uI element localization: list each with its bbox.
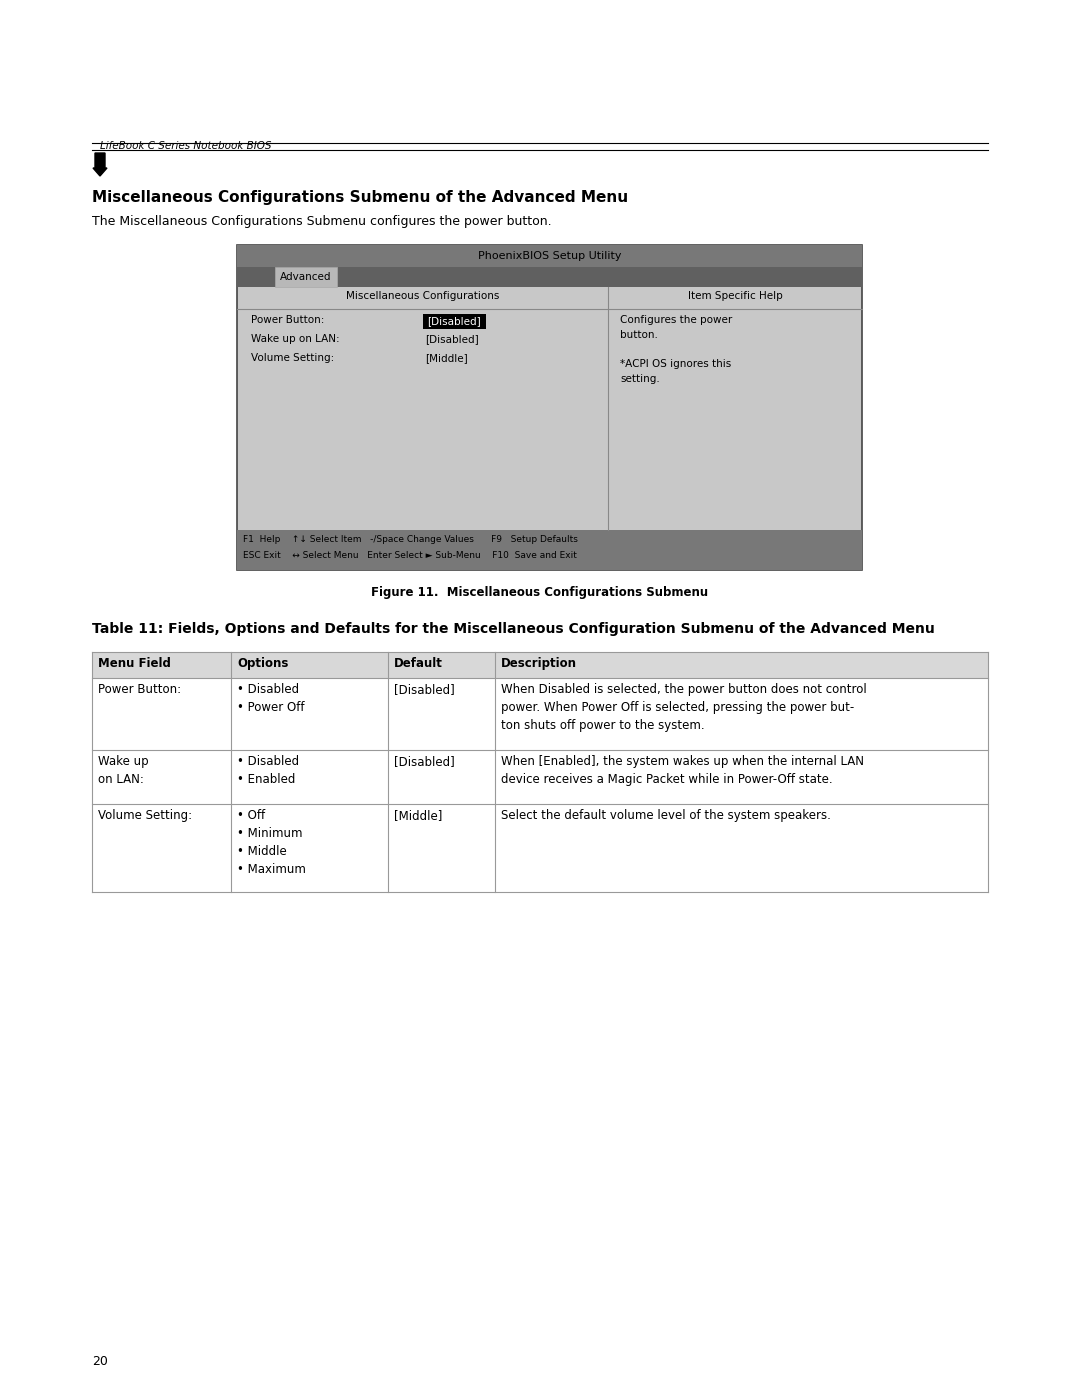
- Text: [Disabled]: [Disabled]: [394, 754, 455, 768]
- Text: Miscellaneous Configurations Submenu of the Advanced Menu: Miscellaneous Configurations Submenu of …: [92, 190, 629, 205]
- Text: Power Button:: Power Button:: [98, 683, 181, 696]
- FancyBboxPatch shape: [275, 267, 337, 286]
- FancyBboxPatch shape: [92, 805, 988, 893]
- Text: • Disabled
• Power Off: • Disabled • Power Off: [237, 683, 305, 714]
- Text: F1  Help    ↑↓ Select Item   -/Space Change Values      F9   Setup Defaults: F1 Help ↑↓ Select Item -/Space Change Va…: [243, 535, 578, 543]
- Text: Menu Field: Menu Field: [98, 657, 171, 671]
- Text: Wake up
on LAN:: Wake up on LAN:: [98, 754, 149, 787]
- Text: When Disabled is selected, the power button does not control
power. When Power O: When Disabled is selected, the power but…: [501, 683, 867, 732]
- Text: Description: Description: [501, 657, 577, 671]
- FancyBboxPatch shape: [423, 314, 486, 330]
- Text: [Disabled]: [Disabled]: [428, 317, 482, 327]
- Text: Miscellaneous Configurations: Miscellaneous Configurations: [346, 291, 499, 300]
- Text: Figure 11.  Miscellaneous Configurations Submenu: Figure 11. Miscellaneous Configurations …: [372, 585, 708, 599]
- Text: ESC Exit    ↔ Select Menu   Enter Select ► Sub-Menu    F10  Save and Exit: ESC Exit ↔ Select Menu Enter Select ► Su…: [243, 550, 577, 560]
- Text: Advanced: Advanced: [280, 272, 332, 282]
- Text: • Off
• Minimum
• Middle
• Maximum: • Off • Minimum • Middle • Maximum: [237, 809, 306, 876]
- Text: Volume Setting:: Volume Setting:: [251, 353, 334, 363]
- Text: [Middle]: [Middle]: [426, 353, 468, 363]
- Text: PhoenixBIOS Setup Utility: PhoenixBIOS Setup Utility: [477, 251, 621, 261]
- FancyBboxPatch shape: [237, 244, 862, 570]
- Text: [Middle]: [Middle]: [394, 809, 442, 821]
- Text: 20: 20: [92, 1355, 108, 1368]
- FancyBboxPatch shape: [237, 244, 862, 267]
- Text: The Miscellaneous Configurations Submenu configures the power button.: The Miscellaneous Configurations Submenu…: [92, 215, 552, 228]
- Text: Configures the power
button.

*ACPI OS ignores this
setting.: Configures the power button. *ACPI OS ig…: [620, 314, 732, 384]
- Text: • Disabled
• Enabled: • Disabled • Enabled: [237, 754, 299, 787]
- Text: When [Enabled], the system wakes up when the internal LAN
device receives a Magi: When [Enabled], the system wakes up when…: [501, 754, 864, 787]
- FancyBboxPatch shape: [92, 652, 988, 678]
- Text: [Disabled]: [Disabled]: [426, 334, 478, 344]
- Text: Options: Options: [237, 657, 288, 671]
- Text: Volume Setting:: Volume Setting:: [98, 809, 192, 821]
- FancyArrow shape: [93, 154, 107, 176]
- Text: Item Specific Help: Item Specific Help: [688, 291, 782, 300]
- Text: Power Button:: Power Button:: [251, 314, 324, 326]
- Text: [Disabled]: [Disabled]: [394, 683, 455, 696]
- Text: Default: Default: [394, 657, 443, 671]
- FancyBboxPatch shape: [92, 750, 988, 805]
- FancyBboxPatch shape: [237, 267, 862, 286]
- Text: LifeBook C Series Notebook BIOS: LifeBook C Series Notebook BIOS: [100, 141, 271, 151]
- Text: Table 11: Fields, Options and Defaults for the Miscellaneous Configuration Subme: Table 11: Fields, Options and Defaults f…: [92, 622, 935, 636]
- Text: Wake up on LAN:: Wake up on LAN:: [251, 334, 339, 344]
- Text: Select the default volume level of the system speakers.: Select the default volume level of the s…: [501, 809, 832, 821]
- FancyBboxPatch shape: [92, 678, 988, 750]
- FancyBboxPatch shape: [237, 529, 862, 570]
